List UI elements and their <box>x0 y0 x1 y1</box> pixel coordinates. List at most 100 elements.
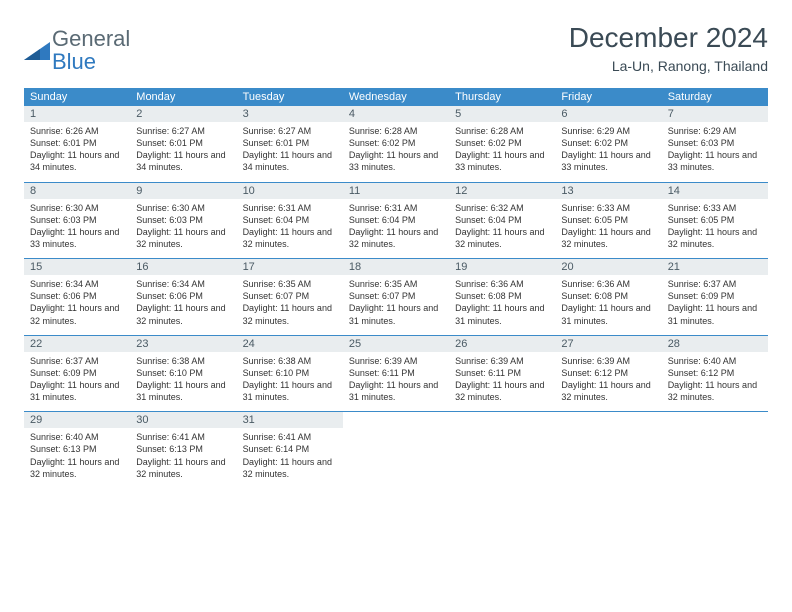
calendar-cell: 22Sunrise: 6:37 AMSunset: 6:09 PMDayligh… <box>24 335 130 412</box>
calendar-cell: 27Sunrise: 6:39 AMSunset: 6:12 PMDayligh… <box>555 335 661 412</box>
day-number: 5 <box>449 106 555 122</box>
day-number: 28 <box>662 336 768 352</box>
calendar-cell: 24Sunrise: 6:38 AMSunset: 6:10 PMDayligh… <box>237 335 343 412</box>
day-details: Sunrise: 6:35 AMSunset: 6:07 PMDaylight:… <box>343 275 449 335</box>
logo: General Blue <box>24 22 130 74</box>
day-header: Saturday <box>662 88 768 106</box>
day-header: Friday <box>555 88 661 106</box>
calendar-cell: 6Sunrise: 6:29 AMSunset: 6:02 PMDaylight… <box>555 106 661 182</box>
day-details: Sunrise: 6:26 AMSunset: 6:01 PMDaylight:… <box>24 122 130 182</box>
calendar-cell: 5Sunrise: 6:28 AMSunset: 6:02 PMDaylight… <box>449 106 555 182</box>
day-details: Sunrise: 6:36 AMSunset: 6:08 PMDaylight:… <box>555 275 661 335</box>
day-details: Sunrise: 6:40 AMSunset: 6:12 PMDaylight:… <box>662 352 768 412</box>
calendar-cell: 29Sunrise: 6:40 AMSunset: 6:13 PMDayligh… <box>24 412 130 488</box>
day-details: Sunrise: 6:40 AMSunset: 6:13 PMDaylight:… <box>24 428 130 488</box>
day-number: 19 <box>449 259 555 275</box>
calendar-cell <box>662 412 768 488</box>
calendar-cell: 10Sunrise: 6:31 AMSunset: 6:04 PMDayligh… <box>237 182 343 259</box>
calendar-cell: 26Sunrise: 6:39 AMSunset: 6:11 PMDayligh… <box>449 335 555 412</box>
day-details: Sunrise: 6:39 AMSunset: 6:12 PMDaylight:… <box>555 352 661 412</box>
calendar-cell: 30Sunrise: 6:41 AMSunset: 6:13 PMDayligh… <box>130 412 236 488</box>
day-number: 11 <box>343 183 449 199</box>
day-details: Sunrise: 6:27 AMSunset: 6:01 PMDaylight:… <box>237 122 343 182</box>
calendar-week: 15Sunrise: 6:34 AMSunset: 6:06 PMDayligh… <box>24 259 768 336</box>
calendar-cell: 9Sunrise: 6:30 AMSunset: 6:03 PMDaylight… <box>130 182 236 259</box>
calendar-cell: 8Sunrise: 6:30 AMSunset: 6:03 PMDaylight… <box>24 182 130 259</box>
calendar-cell: 7Sunrise: 6:29 AMSunset: 6:03 PMDaylight… <box>662 106 768 182</box>
day-number: 24 <box>237 336 343 352</box>
day-number: 4 <box>343 106 449 122</box>
day-number: 13 <box>555 183 661 199</box>
day-header: Thursday <box>449 88 555 106</box>
day-number: 26 <box>449 336 555 352</box>
calendar-cell: 20Sunrise: 6:36 AMSunset: 6:08 PMDayligh… <box>555 259 661 336</box>
day-header: Tuesday <box>237 88 343 106</box>
calendar-cell: 12Sunrise: 6:32 AMSunset: 6:04 PMDayligh… <box>449 182 555 259</box>
day-details: Sunrise: 6:41 AMSunset: 6:13 PMDaylight:… <box>130 428 236 488</box>
day-number: 20 <box>555 259 661 275</box>
day-number: 12 <box>449 183 555 199</box>
calendar-cell: 18Sunrise: 6:35 AMSunset: 6:07 PMDayligh… <box>343 259 449 336</box>
calendar-cell: 11Sunrise: 6:31 AMSunset: 6:04 PMDayligh… <box>343 182 449 259</box>
calendar-cell <box>555 412 661 488</box>
page-header: General Blue December 2024 La-Un, Ranong… <box>24 22 768 74</box>
calendar-week: 8Sunrise: 6:30 AMSunset: 6:03 PMDaylight… <box>24 182 768 259</box>
day-details: Sunrise: 6:32 AMSunset: 6:04 PMDaylight:… <box>449 199 555 259</box>
day-details: Sunrise: 6:35 AMSunset: 6:07 PMDaylight:… <box>237 275 343 335</box>
calendar-cell: 21Sunrise: 6:37 AMSunset: 6:09 PMDayligh… <box>662 259 768 336</box>
day-details: Sunrise: 6:29 AMSunset: 6:02 PMDaylight:… <box>555 122 661 182</box>
calendar-cell: 1Sunrise: 6:26 AMSunset: 6:01 PMDaylight… <box>24 106 130 182</box>
day-details: Sunrise: 6:41 AMSunset: 6:14 PMDaylight:… <box>237 428 343 488</box>
day-number: 21 <box>662 259 768 275</box>
day-details: Sunrise: 6:34 AMSunset: 6:06 PMDaylight:… <box>130 275 236 335</box>
calendar-cell: 4Sunrise: 6:28 AMSunset: 6:02 PMDaylight… <box>343 106 449 182</box>
day-number: 30 <box>130 412 236 428</box>
calendar-table: SundayMondayTuesdayWednesdayThursdayFrid… <box>24 88 768 488</box>
logo-word-1: General <box>52 26 130 51</box>
logo-word-2: Blue <box>52 49 96 74</box>
day-details: Sunrise: 6:31 AMSunset: 6:04 PMDaylight:… <box>237 199 343 259</box>
calendar-cell <box>449 412 555 488</box>
day-details: Sunrise: 6:37 AMSunset: 6:09 PMDaylight:… <box>662 275 768 335</box>
calendar-cell: 17Sunrise: 6:35 AMSunset: 6:07 PMDayligh… <box>237 259 343 336</box>
day-details: Sunrise: 6:31 AMSunset: 6:04 PMDaylight:… <box>343 199 449 259</box>
day-details: Sunrise: 6:33 AMSunset: 6:05 PMDaylight:… <box>555 199 661 259</box>
day-details: Sunrise: 6:29 AMSunset: 6:03 PMDaylight:… <box>662 122 768 182</box>
calendar-cell: 14Sunrise: 6:33 AMSunset: 6:05 PMDayligh… <box>662 182 768 259</box>
calendar-cell: 15Sunrise: 6:34 AMSunset: 6:06 PMDayligh… <box>24 259 130 336</box>
day-details: Sunrise: 6:34 AMSunset: 6:06 PMDaylight:… <box>24 275 130 335</box>
logo-triangle-icon <box>24 42 50 60</box>
calendar-cell: 3Sunrise: 6:27 AMSunset: 6:01 PMDaylight… <box>237 106 343 182</box>
calendar-cell: 31Sunrise: 6:41 AMSunset: 6:14 PMDayligh… <box>237 412 343 488</box>
day-details: Sunrise: 6:38 AMSunset: 6:10 PMDaylight:… <box>237 352 343 412</box>
day-number: 3 <box>237 106 343 122</box>
day-header: Sunday <box>24 88 130 106</box>
calendar-cell: 16Sunrise: 6:34 AMSunset: 6:06 PMDayligh… <box>130 259 236 336</box>
calendar-cell: 19Sunrise: 6:36 AMSunset: 6:08 PMDayligh… <box>449 259 555 336</box>
day-details: Sunrise: 6:30 AMSunset: 6:03 PMDaylight:… <box>130 199 236 259</box>
day-number: 29 <box>24 412 130 428</box>
day-number: 9 <box>130 183 236 199</box>
day-details: Sunrise: 6:33 AMSunset: 6:05 PMDaylight:… <box>662 199 768 259</box>
calendar-week: 1Sunrise: 6:26 AMSunset: 6:01 PMDaylight… <box>24 106 768 182</box>
calendar-cell: 23Sunrise: 6:38 AMSunset: 6:10 PMDayligh… <box>130 335 236 412</box>
day-number: 15 <box>24 259 130 275</box>
day-details: Sunrise: 6:37 AMSunset: 6:09 PMDaylight:… <box>24 352 130 412</box>
calendar-cell <box>343 412 449 488</box>
calendar-header-row: SundayMondayTuesdayWednesdayThursdayFrid… <box>24 88 768 106</box>
day-details: Sunrise: 6:39 AMSunset: 6:11 PMDaylight:… <box>343 352 449 412</box>
calendar-cell: 28Sunrise: 6:40 AMSunset: 6:12 PMDayligh… <box>662 335 768 412</box>
day-number: 23 <box>130 336 236 352</box>
page-title: December 2024 <box>569 22 768 54</box>
day-number: 6 <box>555 106 661 122</box>
day-details: Sunrise: 6:38 AMSunset: 6:10 PMDaylight:… <box>130 352 236 412</box>
day-details: Sunrise: 6:28 AMSunset: 6:02 PMDaylight:… <box>343 122 449 182</box>
logo-text-wrap: General Blue <box>52 28 130 74</box>
day-details: Sunrise: 6:39 AMSunset: 6:11 PMDaylight:… <box>449 352 555 412</box>
day-number: 2 <box>130 106 236 122</box>
day-details: Sunrise: 6:27 AMSunset: 6:01 PMDaylight:… <box>130 122 236 182</box>
day-number: 10 <box>237 183 343 199</box>
day-number: 16 <box>130 259 236 275</box>
day-number: 27 <box>555 336 661 352</box>
calendar-cell: 13Sunrise: 6:33 AMSunset: 6:05 PMDayligh… <box>555 182 661 259</box>
